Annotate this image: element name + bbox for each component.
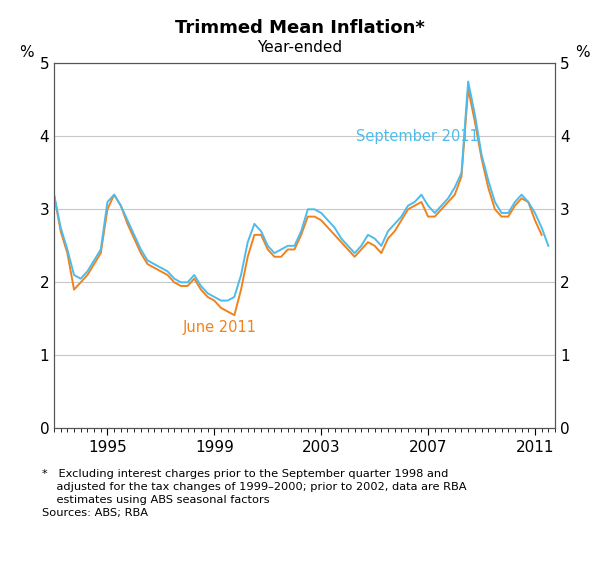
Text: Trimmed Mean Inflation*: Trimmed Mean Inflation* — [175, 20, 425, 37]
Text: %: % — [19, 45, 34, 60]
Text: June 2011: June 2011 — [182, 320, 256, 335]
Text: Year-ended: Year-ended — [257, 40, 343, 55]
Text: *   Excluding interest charges prior to the September quarter 1998 and
    adjus: * Excluding interest charges prior to th… — [42, 469, 467, 518]
Text: %: % — [575, 45, 590, 60]
Text: September 2011: September 2011 — [356, 129, 479, 144]
